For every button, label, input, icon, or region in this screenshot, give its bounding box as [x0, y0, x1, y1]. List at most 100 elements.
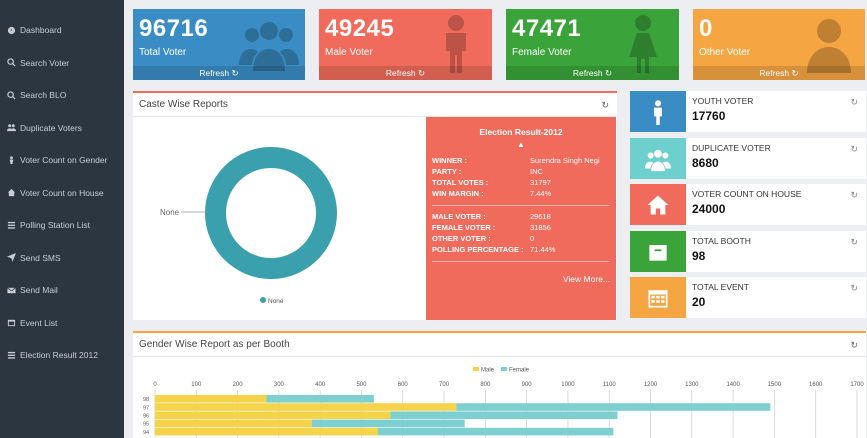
mini-card-total-event: TOTAL EVENT 20 ↻: [630, 277, 866, 318]
election-row-key: TOTAL VOTES :: [432, 178, 489, 187]
election-row-key: FEMALE VOTER :: [432, 223, 496, 232]
bar-male-94[interactable]: [155, 427, 378, 436]
y-tick-label: 97: [143, 405, 149, 411]
election-row-value: 71.44%: [530, 245, 556, 254]
refresh-icon[interactable]: ↻: [850, 144, 858, 154]
group-icon: [239, 13, 299, 73]
calendar-icon: [630, 277, 686, 318]
election-divider: [432, 261, 610, 262]
sidebar-item-label: Election Result 2012: [20, 350, 98, 361]
election-row-key: PARTY :: [432, 167, 462, 176]
bar-female-96[interactable]: [390, 411, 618, 419]
x-tick-label: 0: [153, 382, 157, 388]
caste-panel-title: Caste Wise Reports: [139, 99, 228, 110]
view-more-link[interactable]: View More...: [562, 274, 610, 284]
sidebar-item-label: Dashboard: [20, 25, 62, 36]
sidebar-item-search-voter[interactable]: Search Voter: [0, 47, 124, 80]
stat-label: Male Voter: [325, 47, 373, 58]
election-row-value: 31797: [530, 178, 551, 187]
person-icon: [799, 13, 859, 73]
donut-slice-none[interactable]: [205, 147, 337, 279]
sidebar: Dashboard Search Voter Search BLO Duplicate…: [0, 0, 124, 438]
stat-tile-other-voter: 0 Other Voter Refresh ↻: [693, 9, 865, 80]
sidebar-item-label: Send Mail: [20, 285, 58, 296]
refresh-label: Refresh: [572, 68, 603, 78]
bar-male-97[interactable]: [155, 403, 457, 411]
female-icon: [613, 13, 673, 73]
refresh-icon[interactable]: ↻: [850, 283, 858, 293]
mini-card-total-booth: TOTAL BOOTH 98 ↻: [630, 231, 866, 272]
search-icon: [6, 90, 16, 100]
x-tick-label: 900: [522, 382, 533, 388]
caste-panel-header: Caste Wise Reports ↻: [133, 93, 617, 117]
bar-female-97[interactable]: [456, 403, 771, 411]
stat-value: 96716: [139, 15, 209, 42]
sidebar-item-voter-count-on-gender[interactable]: Voter Count on Gender: [0, 144, 124, 177]
sidebar-item-search-blo[interactable]: Search BLO: [0, 79, 124, 112]
bar-male-98[interactable]: [155, 395, 267, 403]
x-tick-label: 1500: [768, 382, 782, 388]
election-result-box: Election Result-2012 ▲ WINNER : Surendra …: [426, 117, 616, 320]
sidebar-item-send-mail[interactable]: Send Mail: [0, 274, 124, 307]
bar-female-94[interactable]: [377, 427, 614, 436]
y-tick-label: 98: [143, 397, 149, 403]
election-row: TOTAL VOTES : 31797: [432, 177, 610, 188]
refresh-icon[interactable]: ↻: [850, 97, 858, 107]
sidebar-item-event-list[interactable]: Event List: [0, 307, 124, 340]
stat-label: Total Voter: [139, 47, 187, 58]
sidebar-item-voter-count-on-house[interactable]: Voter Count on House: [0, 177, 124, 210]
election-row: OTHER VOTER : 0: [432, 233, 610, 244]
y-tick-label: 94: [143, 430, 149, 436]
gender-icon: [6, 155, 16, 165]
calendar-icon: [6, 318, 16, 328]
sidebar-item-send-sms[interactable]: Send SMS: [0, 242, 124, 275]
group-icon: [630, 138, 686, 179]
refresh-button[interactable]: Refresh ↻: [693, 66, 865, 80]
stat-value: 49245: [325, 15, 395, 42]
mini-card-title: TOTAL BOOTH: [692, 236, 751, 246]
bar-female-95[interactable]: [311, 419, 465, 428]
refresh-icon[interactable]: ↻: [850, 237, 858, 247]
booth-icon: [630, 231, 686, 272]
refresh-button[interactable]: Refresh ↻: [506, 66, 679, 80]
legend-swatch: [260, 297, 266, 303]
election-row-key: POLLING PERCENTAGE :: [432, 245, 524, 254]
election-row-value: 0: [530, 234, 535, 243]
election-row: WINNER : Surendra Singh Negi: [432, 155, 610, 166]
mini-card-title: DUPLICATE VOTER: [692, 143, 771, 153]
x-tick-label: 800: [480, 382, 491, 388]
refresh-label: Refresh: [385, 68, 416, 78]
refresh-button[interactable]: Refresh ↻: [133, 66, 305, 80]
sidebar-item-label: Polling Station List: [20, 220, 90, 231]
election-divider: [432, 205, 610, 206]
x-tick-label: 1000: [561, 382, 575, 388]
mini-card-value: 98: [692, 249, 706, 263]
search-icon: [6, 58, 16, 68]
house-icon: [6, 188, 16, 198]
x-tick-label: 1600: [809, 382, 823, 388]
sidebar-item-election-result-2012[interactable]: Election Result 2012: [0, 339, 124, 372]
mini-card-value: 8680: [692, 156, 719, 170]
sidebar-item-polling-station-list[interactable]: Polling Station List: [0, 209, 124, 242]
gender-panel-header: Gender Wise Report as per Booth ↻: [133, 333, 866, 357]
refresh-icon[interactable]: ↻: [601, 100, 609, 110]
refresh-icon: ↻: [418, 68, 426, 78]
x-tick-label: 300: [274, 382, 285, 388]
refresh-button[interactable]: Refresh ↻: [319, 66, 492, 80]
election-row-key: MALE VOTER :: [432, 212, 486, 221]
mail-icon: [6, 285, 16, 295]
sidebar-item-duplicate-voters[interactable]: Duplicate Voters: [0, 112, 124, 145]
stat-value: 47471: [512, 15, 582, 42]
election-row: FEMALE VOTER : 31856: [432, 222, 610, 233]
election-row: POLLING PERCENTAGE : 71.44%: [432, 244, 610, 255]
election-row-value: Surendra Singh Negi: [530, 156, 600, 165]
bar-female-98[interactable]: [266, 395, 374, 403]
refresh-icon[interactable]: ↻: [850, 190, 858, 200]
bar-male-95[interactable]: [155, 419, 312, 428]
refresh-icon[interactable]: ↻: [850, 340, 858, 350]
legend-label: None: [268, 298, 284, 305]
x-tick-label: 400: [315, 382, 326, 388]
sidebar-item-label: Search Voter: [20, 57, 70, 68]
sidebar-item-dashboard[interactable]: Dashboard: [0, 14, 124, 47]
bar-male-96[interactable]: [155, 411, 391, 419]
